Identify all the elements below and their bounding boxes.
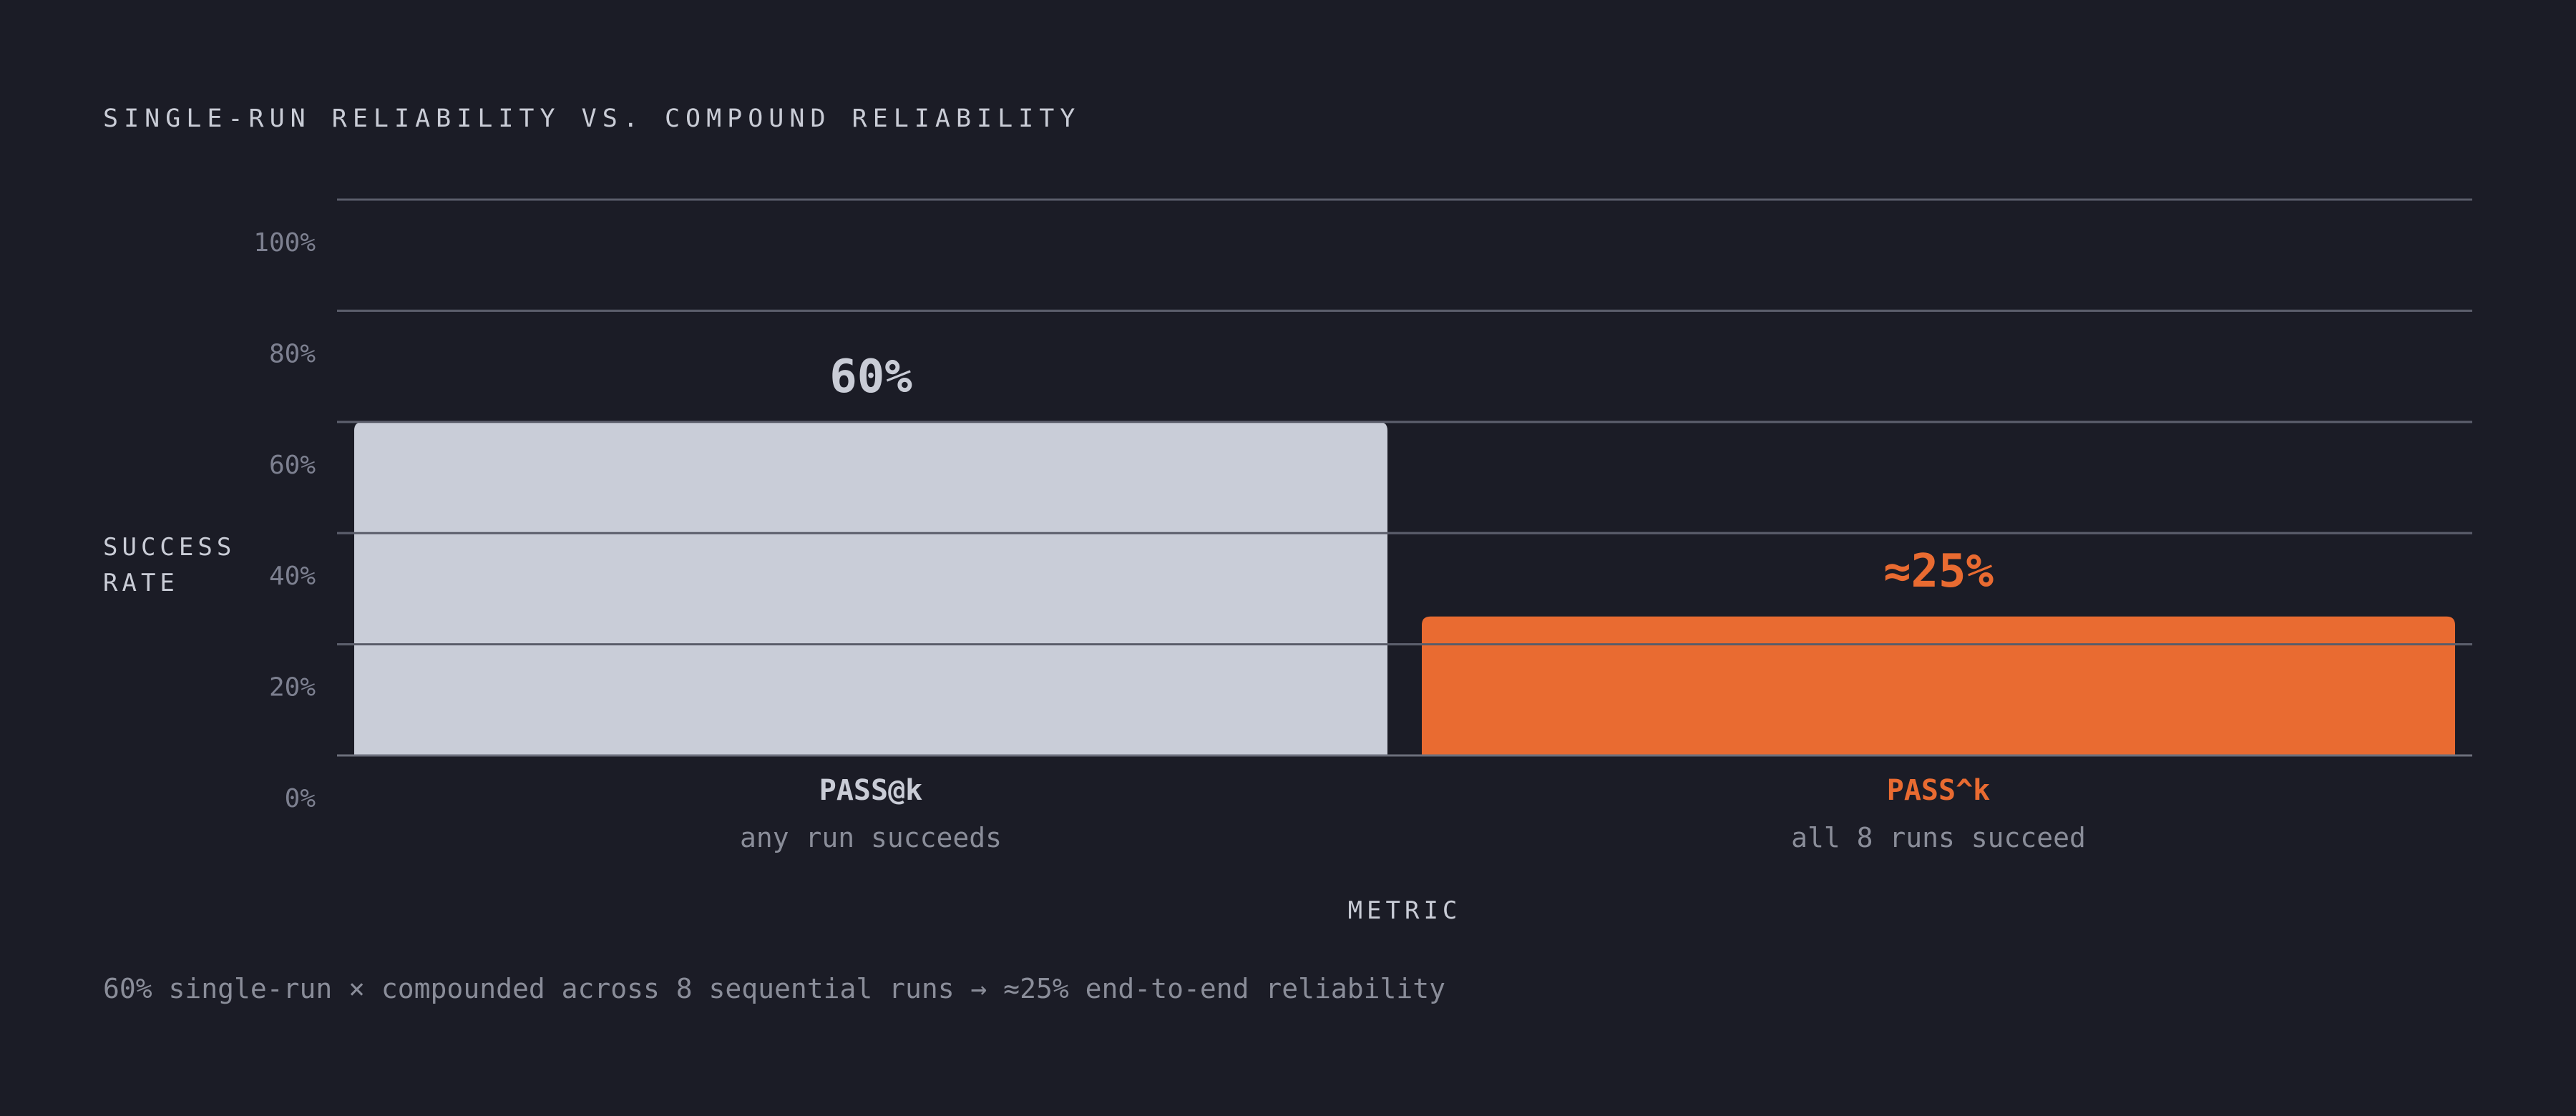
bar-layer	[354, 421, 2455, 755]
y-tick-label: 80%	[269, 339, 316, 368]
y-tick-label: 20%	[269, 673, 316, 703]
bar-PASS@k	[354, 421, 1387, 755]
x-axis-label: METRIC	[1347, 896, 1462, 925]
category-sublabel: any run succeeds	[740, 822, 1002, 853]
bar-value-label: ≈25%	[1883, 545, 1994, 598]
y-tick-layer: 0% 20% 40% 60% 80% 100%	[253, 228, 316, 813]
chart-caption: 60% single-run × compounded across 8 seq…	[103, 973, 1445, 1004]
y-axis-label-line-1: SUCCESS	[103, 533, 236, 562]
category-label: PASS^k	[1887, 774, 1991, 807]
overlay-grid-layer	[337, 198, 2472, 757]
category-label: PASS@k	[819, 774, 923, 807]
label-layer: 60% PASS@k any run succeeds ≈25% PASS^k all 8…	[740, 351, 2086, 853]
y-axis-label-line-2: RATE	[103, 569, 179, 597]
y-tick-label: 40%	[269, 562, 316, 591]
bar-PASS^k	[1422, 616, 2455, 755]
category-sublabel: all 8 runs succeed	[1791, 822, 2086, 853]
chart-title: SINGLE-RUN RELIABILITY VS. COMPOUND RELI…	[103, 104, 1081, 133]
y-tick-label: 60%	[269, 451, 316, 480]
y-tick-label: 0%	[285, 784, 316, 813]
bar-value-label: 60%	[829, 351, 912, 403]
y-tick-label: 100%	[253, 228, 316, 258]
y-axis-label: SUCCESS RATE	[103, 529, 235, 601]
